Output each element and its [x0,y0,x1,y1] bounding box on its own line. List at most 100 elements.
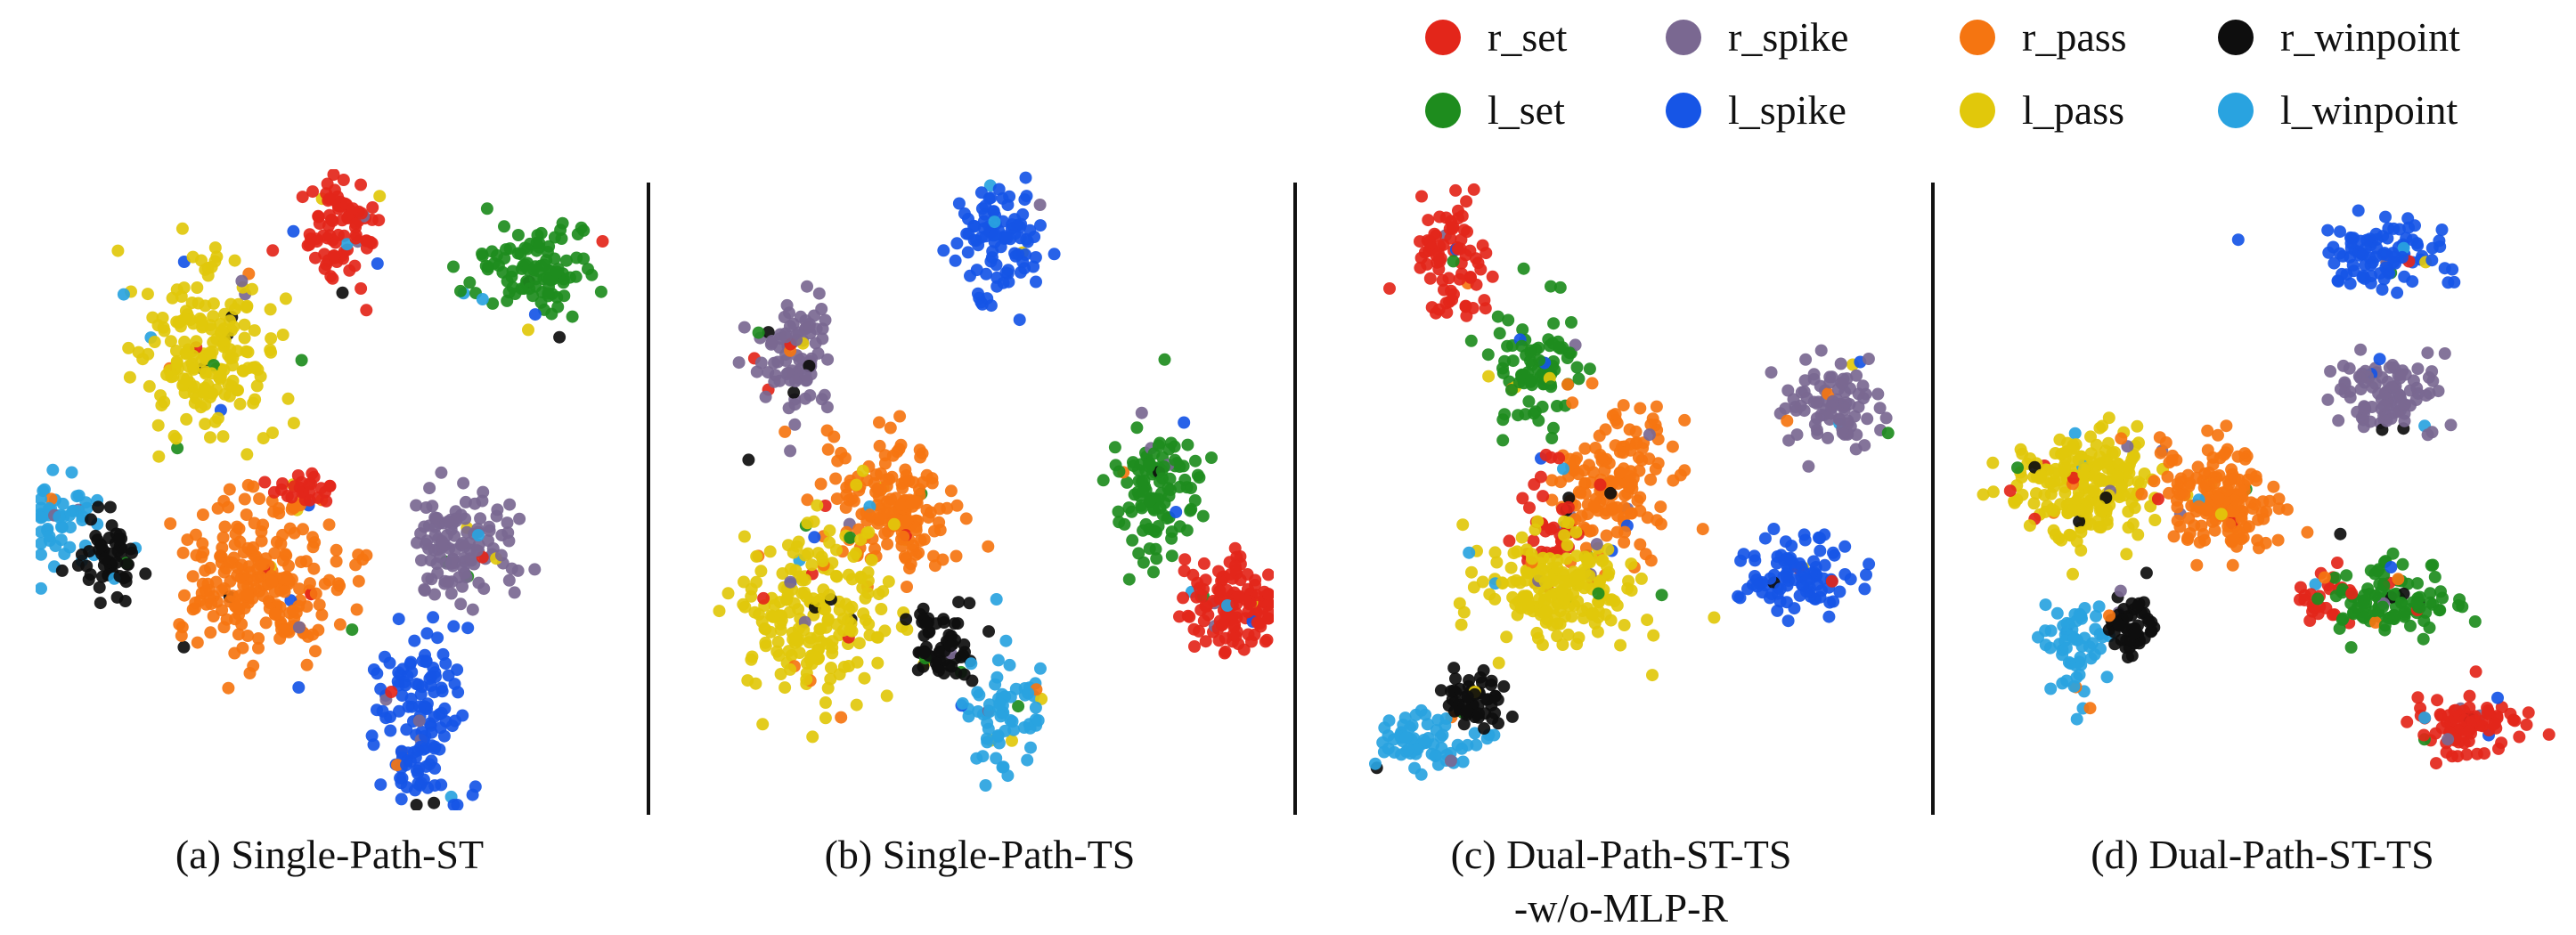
point-r-pass [2260,505,2273,518]
point-r-pass [220,613,233,626]
point-l-pass [1558,574,1571,588]
point-r-pass [204,626,217,639]
point-l-pass [759,636,772,649]
point-l-set [1165,549,1178,563]
point-r-spike [415,554,428,567]
point-l-pass [800,672,813,686]
point-l-pass [784,663,797,676]
point-l-winpoint [1006,715,1019,728]
point-r-spike [457,476,470,490]
point-l-set [1181,438,1194,451]
point-l-pass [111,244,125,257]
point-r-winpoint [1461,690,1474,703]
point-r-pass [1632,451,1645,464]
point-r-set [1463,271,1477,283]
point-l-pass [2075,505,2089,518]
point-r-winpoint [1497,679,1511,693]
panel-a-plot [36,169,609,810]
point-r-spike [1033,199,1047,211]
point-l-set [1505,384,1518,396]
point-l-set [2398,608,2411,622]
point-l-pass [768,598,781,612]
point-l-pass [1492,656,1505,670]
point-r-pass [2223,517,2237,531]
point-l-pass [1560,552,1573,565]
point-r-set [1423,272,1437,285]
point-l-set [557,276,570,289]
point-l-pass [250,379,264,393]
point-r-set [1211,622,1225,635]
point-l-set [1147,565,1160,579]
point-r-set [318,248,331,261]
cluster-l-spike [937,171,1061,327]
point-l-pass [1496,576,1509,589]
point-l-pass [1986,485,2000,499]
point-l-spike [416,654,429,668]
point-l-pass [2093,500,2107,513]
point-l-pass [803,636,816,649]
point-l-spike [972,239,985,252]
point-r-spike [503,498,517,511]
point-r-winpoint [917,602,930,615]
point-l-set [1132,475,1145,488]
point-r-pass [873,416,885,429]
point-l-pass [792,535,805,549]
point-l-spike [1764,572,1777,585]
point-r-pass [1625,507,1638,520]
point-r-spike [444,557,458,570]
point-l-pass [175,290,188,303]
point-l-spike [287,224,300,238]
point-r-winpoint [112,533,126,546]
point-r-pass [2272,502,2286,516]
point-l-winpoint [1369,757,1382,770]
point-l-pass [1456,518,1470,532]
point-l-pass [1569,525,1583,539]
point-l-pass [818,603,830,616]
point-l-set [527,264,540,277]
point-l-set [1496,413,1510,427]
point-r-spike [1861,412,1874,426]
point-r-pass [1561,378,1574,391]
point-r-set [2345,587,2359,600]
point-l-pass [823,524,836,537]
point-l-pass [745,653,758,666]
point-r-winpoint [911,663,925,677]
point-l-spike [411,764,423,777]
point-r-pass [391,759,404,772]
point-l-winpoint [2059,641,2073,654]
point-r-spike [2324,365,2337,378]
point-r-pass [1618,525,1632,539]
point-r-pass [821,443,835,456]
point-r-pass [306,531,319,544]
point-r-pass [1618,536,1631,549]
point-r-winpoint [95,540,108,553]
point-l-pass [194,401,208,414]
point-l-pass [800,590,813,604]
point-l-set [2357,611,2370,624]
point-l-spike [466,788,479,801]
point-l-spike [2425,254,2439,267]
point-l-set [1122,501,1136,515]
point-r-pass [1613,445,1626,459]
point-l-winpoint [2070,671,2083,684]
point-l-set [1506,354,1520,368]
point-l-pass [2044,487,2058,500]
point-r-pass [2221,484,2234,497]
point-r-set [285,491,298,504]
point-r-pass [1654,500,1667,514]
point-l-winpoint [1399,731,1413,744]
point-l-set [1196,509,1210,523]
point-l-set [844,531,857,544]
point-l-winpoint [979,779,992,792]
point-l-winpoint [2067,632,2081,646]
point-r-pass [273,632,287,645]
point-l-set [1180,524,1194,537]
point-l-pass [1572,631,1586,645]
point-l-pass [2123,467,2136,480]
point-r-pass [1624,443,1637,457]
point-r-set [346,202,360,215]
point-l-winpoint [1031,714,1045,727]
cluster-r-set [258,467,337,508]
point-l-pass [1622,574,1635,588]
point-r-spike [789,375,803,388]
